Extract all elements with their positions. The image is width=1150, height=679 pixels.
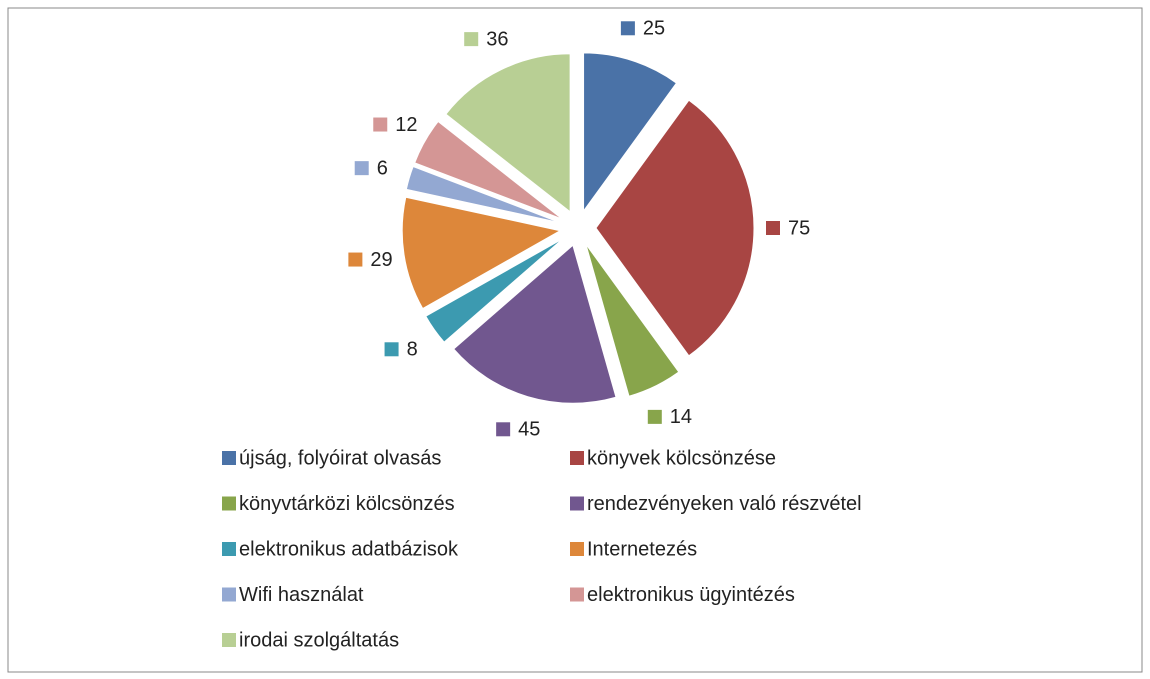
legend-key: [222, 496, 236, 511]
data-label: 6: [377, 157, 388, 179]
legend-key: [222, 542, 236, 556]
pie-slice: [595, 99, 755, 357]
legend-label: Internetezés: [587, 538, 697, 560]
data-label: 45: [518, 419, 540, 441]
label-key: [620, 21, 635, 36]
pie-slice: [401, 196, 562, 310]
pie-slice: [583, 52, 678, 213]
legend-key: [222, 633, 236, 647]
label-key: [354, 161, 369, 176]
pie-slice: [405, 165, 561, 224]
label-key: [348, 252, 363, 267]
data-label: 14: [670, 406, 692, 428]
data-label: 36: [486, 28, 508, 50]
data-label: 75: [788, 217, 810, 239]
legend-key: [570, 451, 584, 465]
data-label: 12: [395, 114, 417, 136]
label-key: [464, 32, 479, 47]
legend-label: könyvtárközi kölcsönzés: [239, 493, 455, 515]
legend-key: [222, 587, 236, 602]
pie-slice: [414, 120, 563, 220]
legend-label: újság, folyóirat olvasás: [239, 447, 441, 469]
pie-slice: [452, 244, 617, 404]
data-label: 29: [370, 249, 392, 271]
pie-slice: [585, 243, 680, 397]
legend-label: könyvek kölcsönzése: [587, 447, 776, 469]
data-label: 8: [407, 339, 418, 361]
label-key: [373, 117, 388, 132]
legend-key: [222, 451, 236, 465]
legend-label: irodai szolgáltatás: [239, 629, 399, 651]
legend-label: elektronikus ügyintézés: [587, 584, 795, 606]
label-key: [384, 342, 399, 357]
legend-key: [570, 496, 584, 511]
legend-label: elektronikus adatbázisok: [239, 538, 459, 560]
label-key: [647, 409, 662, 424]
pie-slice: [445, 53, 571, 213]
label-key: [496, 422, 511, 437]
legend-key: [570, 542, 584, 556]
legend-label: Wifi használat: [239, 584, 364, 606]
data-label: 25: [643, 18, 665, 40]
legend-label: rendezvényeken való részvétel: [587, 493, 862, 515]
legend-key: [570, 587, 584, 602]
label-key: [766, 221, 780, 235]
pie-slice: [425, 237, 564, 343]
